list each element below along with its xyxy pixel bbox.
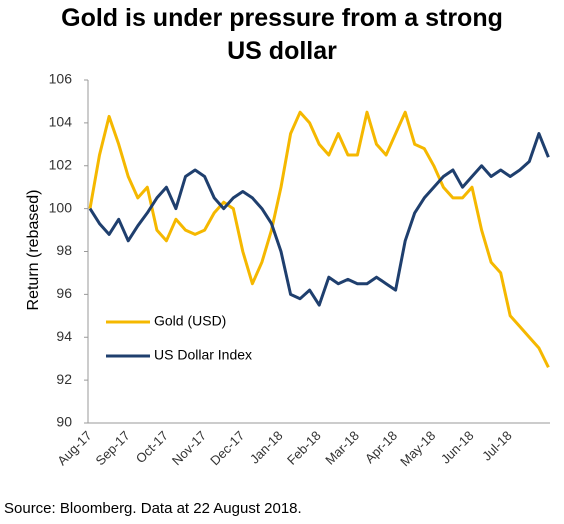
x-tick-label: Apr-18	[362, 428, 400, 466]
y-tick-label: 94	[56, 328, 72, 344]
series-line	[88, 110, 550, 368]
y-tick-label: 92	[56, 371, 72, 387]
y-tick-label: 106	[49, 71, 73, 87]
y-tick-label: 102	[49, 156, 73, 172]
y-axis-label: Return (rebased)	[25, 190, 42, 311]
y-tick-label: 96	[56, 285, 72, 301]
x-tick-label: Mar-18	[322, 428, 362, 468]
x-tick-label: Nov-17	[169, 428, 209, 468]
x-tick-label: Feb-18	[284, 428, 324, 468]
x-tick-label: Jan-18	[247, 428, 286, 467]
x-tick-label: May-18	[397, 428, 438, 469]
y-tick-label: 90	[56, 414, 72, 430]
x-tick-label: Dec-17	[207, 428, 247, 468]
x-tick-label: Jun-18	[438, 428, 477, 467]
chart-title: Gold is under pressure from a strong US …	[61, 4, 503, 65]
series-line	[88, 132, 550, 307]
x-tick-label: Oct-17	[133, 428, 171, 466]
y-tick-label: 104	[49, 114, 73, 130]
source-note: Source: Bloomberg. Data at 22 August 201…	[4, 500, 302, 517]
legend-label: Gold (USD)	[154, 313, 226, 329]
y-tick-label: 98	[56, 242, 72, 258]
legend-label: US Dollar Index	[154, 347, 252, 363]
x-tick-label: Jul-18	[479, 428, 515, 464]
x-tick-label: Aug-17	[54, 428, 94, 468]
x-tick-label: Sep-17	[93, 428, 133, 468]
y-tick-label: 100	[49, 199, 73, 215]
chart: Return (rebased) 90 92 94 96 98 100 102 104 106 A…	[25, 71, 550, 469]
